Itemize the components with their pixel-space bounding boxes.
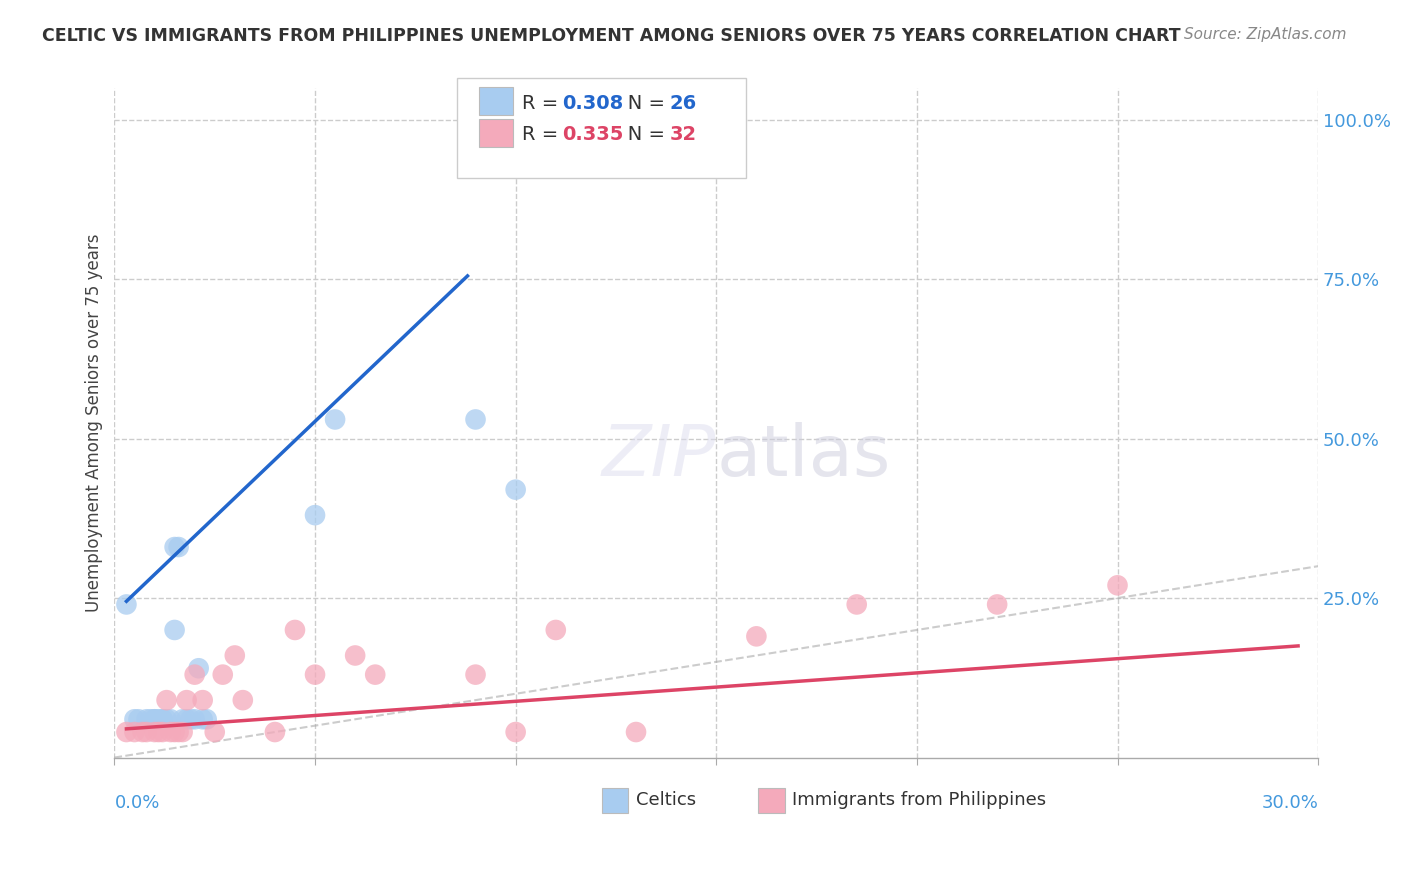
Point	[135, 725, 157, 739]
Point	[152, 725, 174, 739]
Point	[284, 623, 307, 637]
Point	[159, 712, 181, 726]
Point	[211, 667, 233, 681]
Text: N =: N =	[609, 94, 672, 112]
Point	[143, 712, 166, 726]
Point	[115, 725, 138, 739]
Point	[745, 629, 768, 643]
Point	[143, 712, 166, 726]
Point	[152, 712, 174, 726]
Point	[183, 712, 205, 726]
Point	[191, 693, 214, 707]
Point	[191, 712, 214, 726]
Point	[115, 598, 138, 612]
FancyBboxPatch shape	[457, 78, 747, 178]
Point	[163, 623, 186, 637]
Text: 30.0%: 30.0%	[1261, 795, 1319, 813]
Text: ZIP: ZIP	[602, 422, 716, 491]
Point	[131, 725, 153, 739]
Text: Immigrants from Philippines: Immigrants from Philippines	[792, 790, 1046, 809]
Point	[986, 598, 1008, 612]
Point	[159, 725, 181, 739]
Text: atlas: atlas	[716, 422, 890, 491]
Point	[135, 712, 157, 726]
Point	[139, 712, 162, 726]
Point	[505, 483, 527, 497]
FancyBboxPatch shape	[479, 87, 513, 115]
Point	[124, 725, 146, 739]
Point	[167, 725, 190, 739]
Point	[127, 712, 149, 726]
Point	[152, 712, 174, 726]
FancyBboxPatch shape	[602, 788, 628, 814]
Text: 0.308: 0.308	[562, 94, 623, 112]
Text: 26: 26	[669, 94, 696, 112]
Point	[304, 508, 326, 523]
Text: N =: N =	[609, 125, 672, 145]
Y-axis label: Unemployment Among Seniors over 75 years: Unemployment Among Seniors over 75 years	[86, 234, 103, 612]
Point	[624, 725, 647, 739]
Point	[163, 725, 186, 739]
Point	[176, 712, 198, 726]
Point	[323, 412, 346, 426]
Point	[155, 712, 177, 726]
Point	[364, 667, 387, 681]
Point	[224, 648, 246, 663]
Point	[172, 712, 194, 726]
Text: 0.0%: 0.0%	[114, 795, 160, 813]
Text: R =: R =	[523, 125, 565, 145]
Text: CELTIC VS IMMIGRANTS FROM PHILIPPINES UNEMPLOYMENT AMONG SENIORS OVER 75 YEARS C: CELTIC VS IMMIGRANTS FROM PHILIPPINES UN…	[42, 27, 1181, 45]
Point	[505, 725, 527, 739]
Text: Celtics: Celtics	[636, 790, 696, 809]
Text: Source: ZipAtlas.com: Source: ZipAtlas.com	[1184, 27, 1347, 42]
Point	[204, 725, 226, 739]
Point	[845, 598, 868, 612]
Point	[344, 648, 367, 663]
Point	[180, 712, 202, 726]
Point	[148, 725, 170, 739]
FancyBboxPatch shape	[758, 788, 785, 814]
Point	[195, 712, 218, 726]
Point	[264, 725, 287, 739]
Point	[167, 540, 190, 554]
Point	[155, 693, 177, 707]
Point	[163, 540, 186, 554]
Point	[544, 623, 567, 637]
Point	[172, 725, 194, 739]
Point	[124, 712, 146, 726]
Point	[143, 725, 166, 739]
Point	[183, 667, 205, 681]
FancyBboxPatch shape	[479, 119, 513, 146]
Point	[464, 667, 486, 681]
Point	[148, 712, 170, 726]
Text: 0.335: 0.335	[562, 125, 624, 145]
Point	[1107, 578, 1129, 592]
Point	[176, 693, 198, 707]
Point	[187, 661, 209, 675]
Point	[232, 693, 254, 707]
Text: R =: R =	[523, 94, 565, 112]
Point	[304, 667, 326, 681]
Point	[464, 412, 486, 426]
Text: 32: 32	[669, 125, 696, 145]
